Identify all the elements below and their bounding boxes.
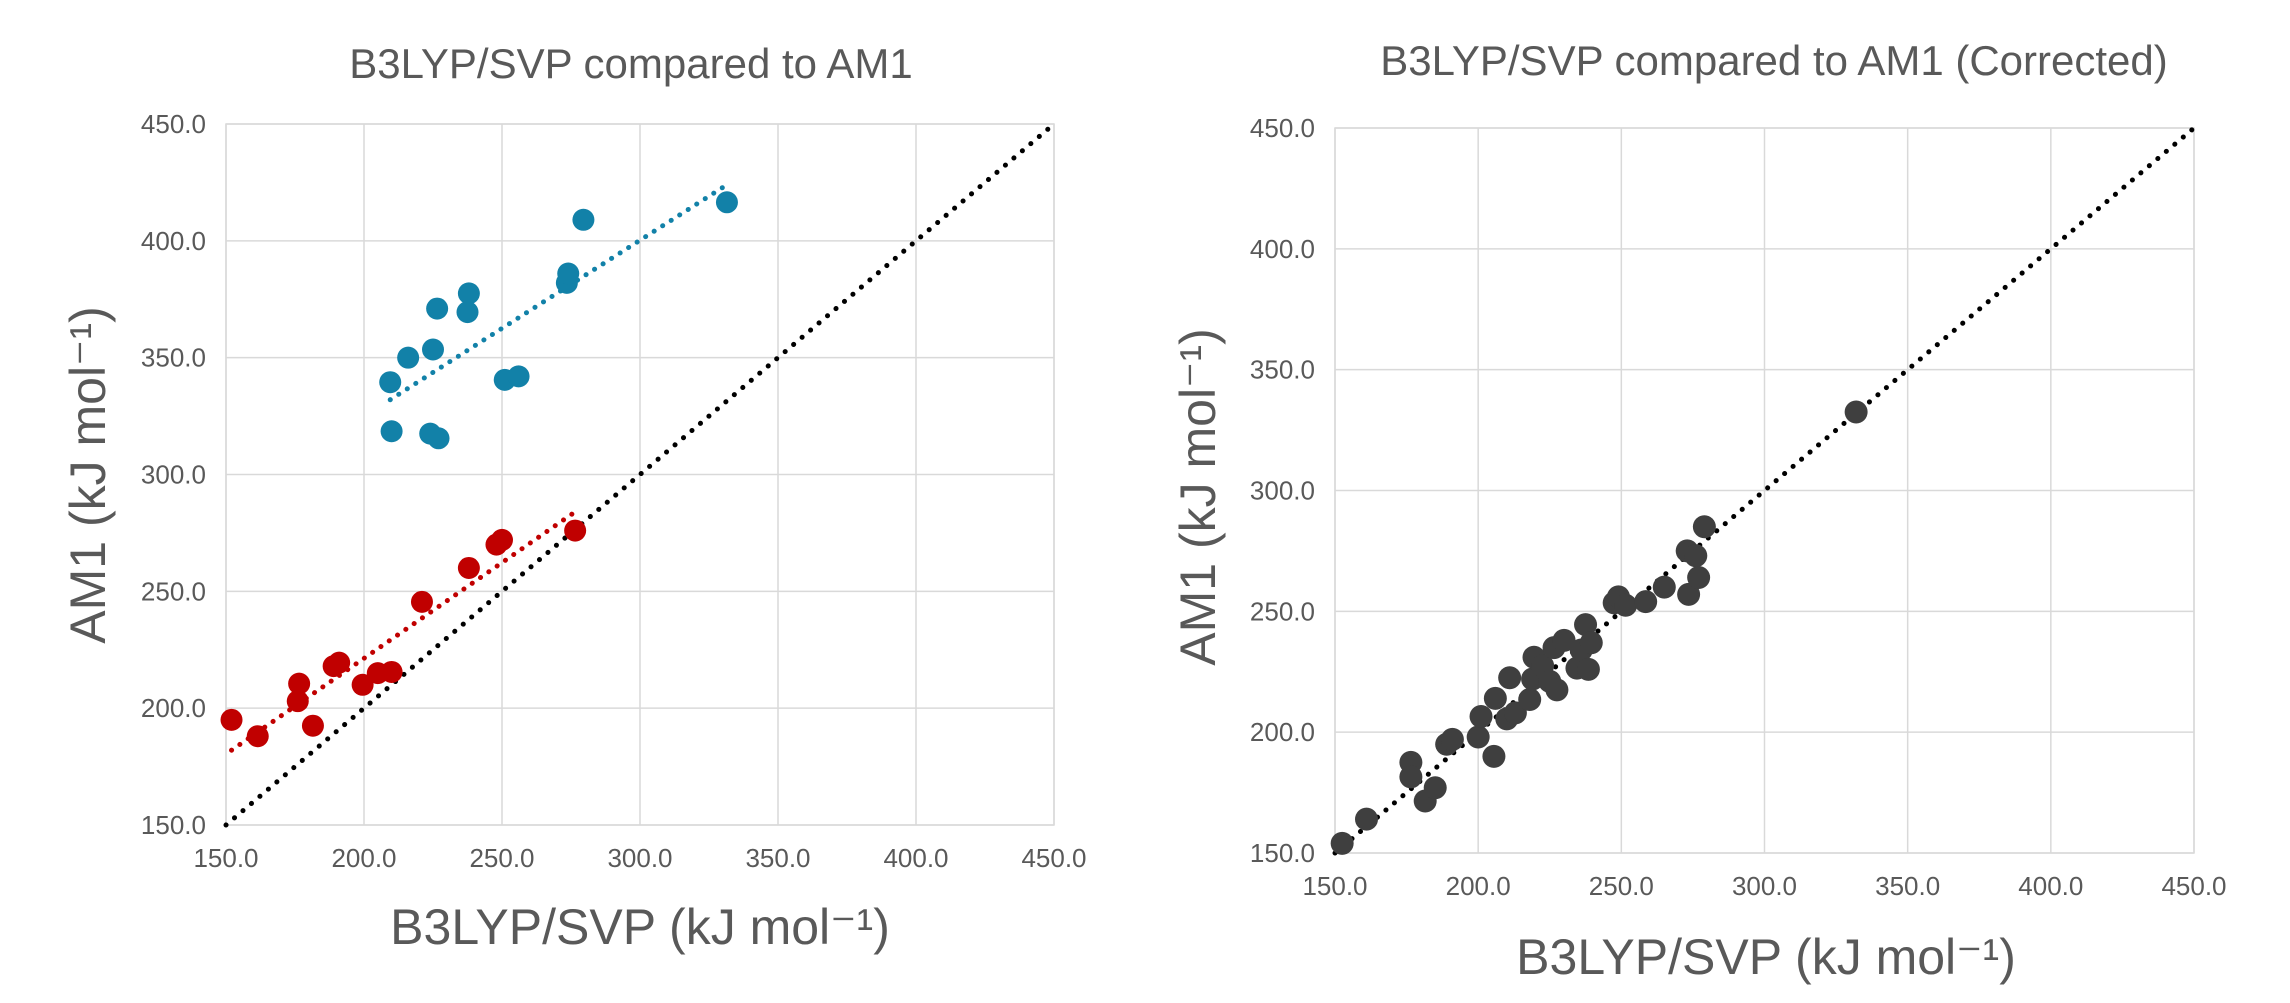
- x-tick-label: 150.0: [1302, 871, 1367, 901]
- trend-line: [387, 182, 730, 403]
- y-tick-label: 300.0: [1250, 476, 1315, 506]
- x-tick-label: 400.0: [2018, 871, 2083, 901]
- data-point: [410, 590, 433, 613]
- data-point: [1634, 590, 1658, 614]
- y-tick-label: 250.0: [141, 576, 206, 606]
- x-tick-label: 250.0: [469, 843, 534, 873]
- data-point: [1354, 807, 1378, 831]
- data-point: [564, 519, 587, 542]
- y-tick-label: 350.0: [141, 343, 206, 373]
- data-point: [1692, 515, 1716, 539]
- x-tick-label: 350.0: [1875, 871, 1940, 901]
- data-point: [380, 660, 403, 683]
- data-point: [557, 262, 580, 285]
- data-point: [397, 346, 420, 369]
- x-tick-label: 200.0: [331, 843, 396, 873]
- trend-lines: [223, 121, 1057, 828]
- plot-area: [225, 123, 1055, 826]
- x-tick-label: 150.0: [193, 843, 258, 873]
- x-tick-label: 250.0: [1589, 871, 1654, 901]
- x-tick-label: 300.0: [1732, 871, 1797, 901]
- y-tick-labels: 150.0 200.0 250.0 300.0 350.0 400.0 450.0: [1250, 113, 1315, 868]
- data-point: [427, 427, 450, 450]
- data-point: [351, 673, 374, 696]
- data-point: [1483, 686, 1507, 710]
- data-point: [572, 208, 595, 231]
- x-axis-title: B3LYP/SVP (kJ mol⁻¹): [1516, 929, 2016, 985]
- data-point: [1687, 566, 1711, 589]
- plot-area: [1334, 127, 2195, 854]
- data-point: [301, 714, 324, 737]
- data-point: [286, 690, 309, 713]
- data-point: [1576, 657, 1600, 681]
- data-point: [1545, 678, 1569, 702]
- y-tick-label: 450.0: [141, 109, 206, 139]
- data-point: [1614, 593, 1638, 617]
- identity-line: [223, 121, 1057, 828]
- data-point: [1466, 725, 1490, 749]
- data-point: [715, 191, 738, 214]
- data-point: [1677, 582, 1701, 606]
- data-point: [1469, 704, 1493, 728]
- y-tick-label: 150.0: [1250, 838, 1315, 868]
- data-point: [491, 528, 513, 551]
- data-point: [1652, 575, 1676, 599]
- chart-uncorrected: B3LYP/SVP compared to AM1 150.0 200.0 250.…: [60, 40, 1087, 955]
- data-point: [379, 371, 402, 394]
- y-axis-title: AM1 (kJ mol⁻¹): [60, 306, 116, 644]
- data-point: [380, 420, 403, 443]
- data-point: [1552, 628, 1576, 652]
- x-tick-label: 450.0: [1021, 843, 1086, 873]
- x-tick-label: 300.0: [607, 843, 672, 873]
- trend-line: [229, 509, 578, 753]
- chart-corrected: B3LYP/SVP compared to AM1 (Corrected) 15…: [1170, 37, 2227, 985]
- x-tick-label: 200.0: [1446, 871, 1511, 901]
- data-point: [1399, 765, 1423, 789]
- data-points: [1330, 400, 1868, 855]
- x-tick-label: 350.0: [745, 843, 810, 873]
- y-tick-labels: 150.0 200.0 250.0 300.0 350.0 400.0 450.0: [141, 109, 206, 840]
- data-point: [456, 301, 479, 324]
- data-point: [422, 338, 444, 361]
- y-tick-label: 200.0: [141, 693, 206, 723]
- x-tick-labels: 150.0 200.0 250.0 300.0 350.0 400.0 450.0: [1302, 871, 2226, 901]
- data-point: [457, 282, 480, 305]
- data-point: [1579, 631, 1603, 655]
- x-axis-title: B3LYP/SVP (kJ mol⁻¹): [390, 899, 890, 955]
- y-tick-label: 150.0: [141, 810, 206, 840]
- data-point: [1574, 613, 1598, 637]
- data-point: [426, 297, 449, 320]
- x-tick-label: 450.0: [2161, 871, 2226, 901]
- data-point: [288, 672, 311, 695]
- y-tick-label: 200.0: [1250, 717, 1315, 747]
- data-point: [1440, 727, 1464, 751]
- y-tick-label: 250.0: [1250, 596, 1315, 626]
- data-points: [220, 191, 738, 748]
- y-tick-label: 350.0: [1250, 355, 1315, 385]
- data-point: [1330, 831, 1354, 855]
- data-point: [1423, 776, 1447, 800]
- data-point: [507, 365, 530, 388]
- chart-title: B3LYP/SVP compared to AM1 (Corrected): [1380, 37, 2167, 84]
- data-point: [457, 556, 480, 579]
- data-point: [220, 708, 243, 731]
- chart-title: B3LYP/SVP compared to AM1: [349, 40, 912, 87]
- y-axis-title: AM1 (kJ mol⁻¹): [1170, 328, 1226, 666]
- x-tick-labels: 150.0 200.0 250.0 300.0 350.0 400.0 450.0: [193, 843, 1086, 873]
- y-tick-label: 400.0: [141, 226, 206, 256]
- data-point: [1498, 666, 1522, 690]
- data-point: [246, 725, 269, 748]
- data-point: [328, 651, 351, 674]
- y-tick-label: 300.0: [141, 460, 206, 490]
- data-point: [1518, 688, 1542, 712]
- y-tick-label: 400.0: [1250, 234, 1315, 264]
- data-point: [1482, 744, 1506, 768]
- x-tick-label: 400.0: [883, 843, 948, 873]
- y-tick-label: 450.0: [1250, 113, 1315, 143]
- data-point: [1844, 400, 1868, 424]
- data-point: [1684, 544, 1708, 568]
